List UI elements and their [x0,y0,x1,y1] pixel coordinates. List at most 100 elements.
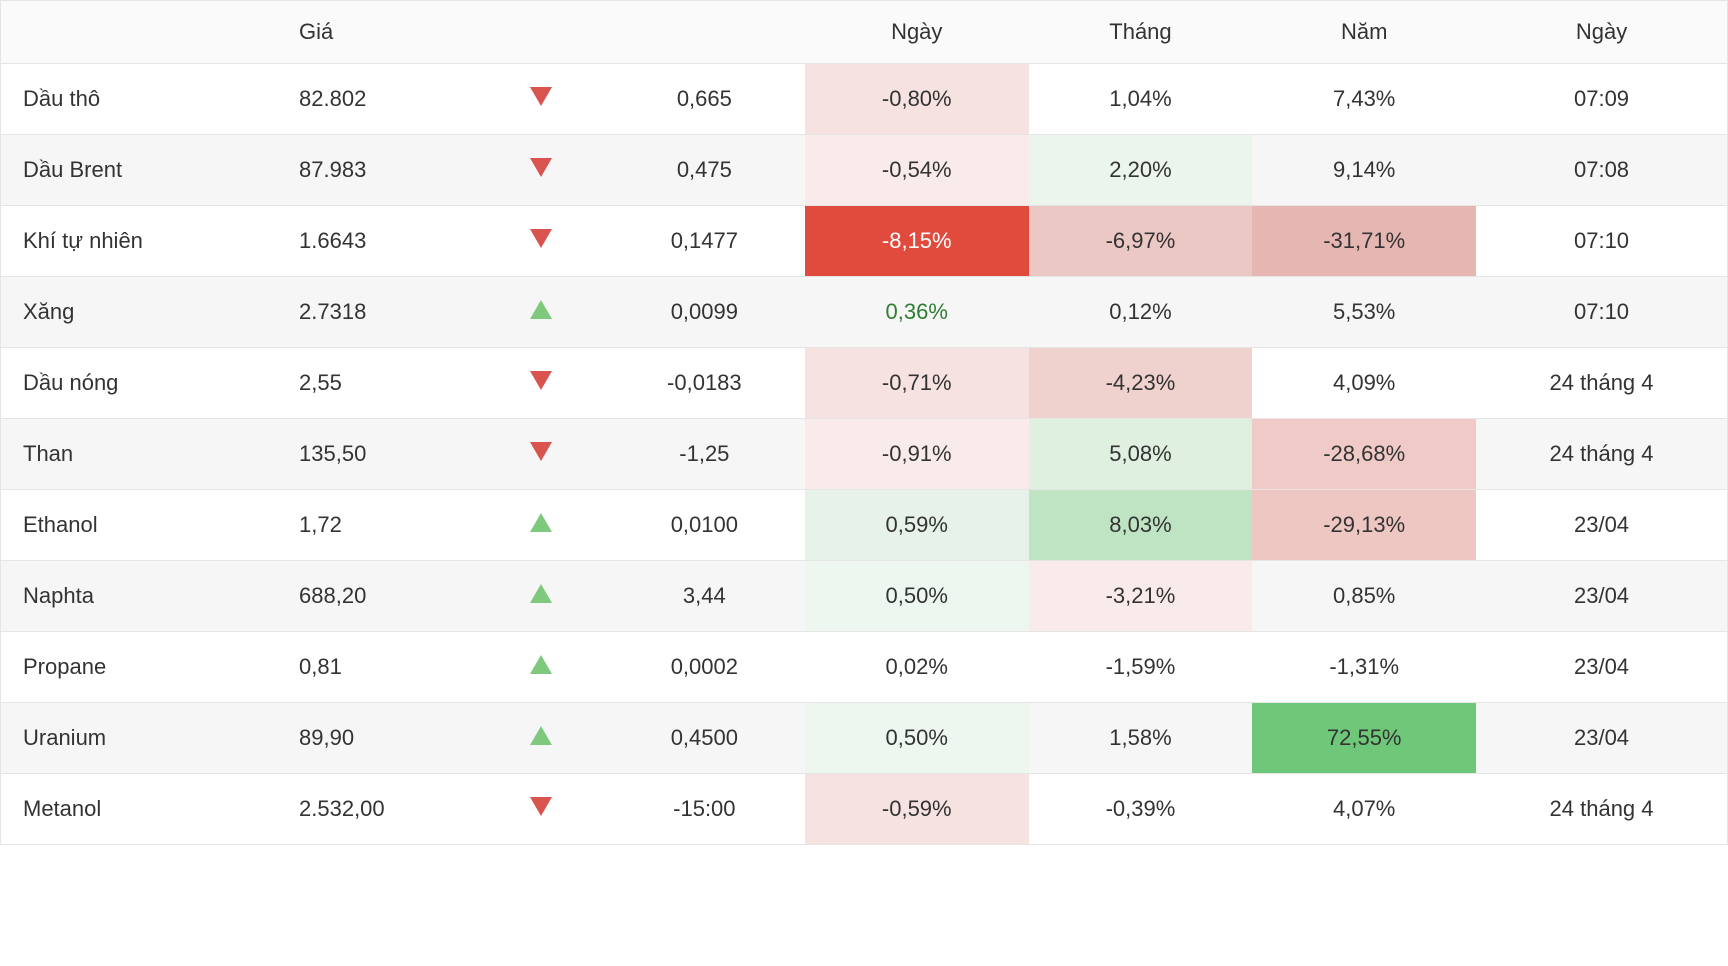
time-value: 23/04 [1476,703,1727,774]
month-pct: 5,08% [1029,419,1253,490]
year-pct: 72,55% [1252,703,1476,774]
price-value: 688,20 [277,561,478,632]
arrow-down-icon [530,371,552,390]
col-header-1[interactable]: Giá [277,1,478,64]
trend-arrow [478,561,604,632]
table-row[interactable]: Naphta688,203,440,50%-3,21%0,85%23/04 [1,561,1728,632]
month-pct: 8,03% [1029,490,1253,561]
change-value: 0,475 [604,135,805,206]
day-pct: -0,59% [805,774,1029,845]
price-value: 89,90 [277,703,478,774]
price-value: 87.983 [277,135,478,206]
arrow-down-icon [530,229,552,248]
commodity-name: Propane [1,632,278,703]
arrow-up-icon [530,300,552,319]
day-pct: 0,02% [805,632,1029,703]
table-row[interactable]: Propane0,81 0,00020,02%-1,59%-1,31%23/04 [1,632,1728,703]
month-pct: -1,59% [1029,632,1253,703]
table-row[interactable]: Xăng2.73180,00990,36%0,12%5,53%07:10 [1,277,1728,348]
arrow-down-icon [530,442,552,461]
year-pct: -31,71% [1252,206,1476,277]
arrow-down-icon [530,87,552,106]
table-row[interactable]: Than135,50-1,25-0,91%5,08%-28,68%24 thán… [1,419,1728,490]
col-header-6[interactable]: Năm [1252,1,1476,64]
price-value: 1.6643 [277,206,478,277]
arrow-down-icon [530,158,552,177]
change-value: 3,44 [604,561,805,632]
arrow-up-icon [530,584,552,603]
trend-arrow [478,419,604,490]
time-value: 07:10 [1476,277,1727,348]
col-header-5[interactable]: Tháng [1029,1,1253,64]
year-pct: 7,43% [1252,64,1476,135]
year-pct: -28,68% [1252,419,1476,490]
month-pct: 2,20% [1029,135,1253,206]
year-pct: 4,09% [1252,348,1476,419]
price-value: 2,55 [277,348,478,419]
commodity-name: Dầu thô [1,64,278,135]
commodity-name: Dầu nóng [1,348,278,419]
day-pct: -0,54% [805,135,1029,206]
time-value: 07:08 [1476,135,1727,206]
month-pct: -6,97% [1029,206,1253,277]
table-row[interactable]: Dầu thô82.8020,665-0,80%1,04%7,43%07:09 [1,64,1728,135]
table-row[interactable]: Khí tự nhiên1.66430,1477-8,15%-6,97%-31,… [1,206,1728,277]
arrow-down-icon [530,797,552,816]
price-value: 82.802 [277,64,478,135]
time-value: 23/04 [1476,632,1727,703]
trend-arrow [478,277,604,348]
price-value: 0,81 [277,632,478,703]
time-value: 24 tháng 4 [1476,419,1727,490]
time-value: 24 tháng 4 [1476,774,1727,845]
month-pct: -3,21% [1029,561,1253,632]
change-value: 0,0002 [604,632,805,703]
month-pct: 1,58% [1029,703,1253,774]
year-pct: -1,31% [1252,632,1476,703]
arrow-up-icon [530,513,552,532]
time-value: 23/04 [1476,490,1727,561]
col-header-2[interactable] [478,1,604,64]
col-header-7[interactable]: Ngày [1476,1,1727,64]
commodity-name: Xăng [1,277,278,348]
month-pct: -0,39% [1029,774,1253,845]
trend-arrow [478,64,604,135]
table-row[interactable]: Uranium89,900,45000,50%1,58%72,55%23/04 [1,703,1728,774]
day-pct: 0,50% [805,703,1029,774]
commodity-name: Than [1,419,278,490]
day-pct: 0,36% [805,277,1029,348]
trend-arrow [478,206,604,277]
day-pct: -0,71% [805,348,1029,419]
day-pct: -0,80% [805,64,1029,135]
change-value: -15:00 [604,774,805,845]
col-header-3[interactable] [604,1,805,64]
change-value: 0,665 [604,64,805,135]
table-row[interactable]: Dầu nóng2,55-0,0183-0,71%-4,23%4,09%24 t… [1,348,1728,419]
price-value: 2.532,00 [277,774,478,845]
trend-arrow [478,774,604,845]
trend-arrow [478,632,604,703]
day-pct: 0,50% [805,561,1029,632]
month-pct: 0,12% [1029,277,1253,348]
trend-arrow [478,348,604,419]
year-pct: 9,14% [1252,135,1476,206]
commodity-name: Ethanol [1,490,278,561]
trend-arrow [478,703,604,774]
table-row[interactable]: Ethanol1,720,01000,59%8,03%-29,13%23/04 [1,490,1728,561]
change-value: 0,0099 [604,277,805,348]
commodity-name: Dầu Brent [1,135,278,206]
day-pct: -0,91% [805,419,1029,490]
col-header-4[interactable]: Ngày [805,1,1029,64]
time-value: 24 tháng 4 [1476,348,1727,419]
change-value: -0,0183 [604,348,805,419]
arrow-up-icon [530,726,552,745]
trend-arrow [478,135,604,206]
price-value: 2.7318 [277,277,478,348]
commodity-name: Naphta [1,561,278,632]
commodity-name: Metanol [1,774,278,845]
year-pct: -29,13% [1252,490,1476,561]
commodities-table: GiáNgàyThángNămNgàyDầu thô82.8020,665-0,… [0,0,1728,845]
table-row[interactable]: Metanol2.532,00-15:00-0,59%-0,39%4,07%24… [1,774,1728,845]
commodity-name: Uranium [1,703,278,774]
table-row[interactable]: Dầu Brent87.983 0,475-0,54%2,20%9,14%07:0… [1,135,1728,206]
col-header-0[interactable] [1,1,278,64]
